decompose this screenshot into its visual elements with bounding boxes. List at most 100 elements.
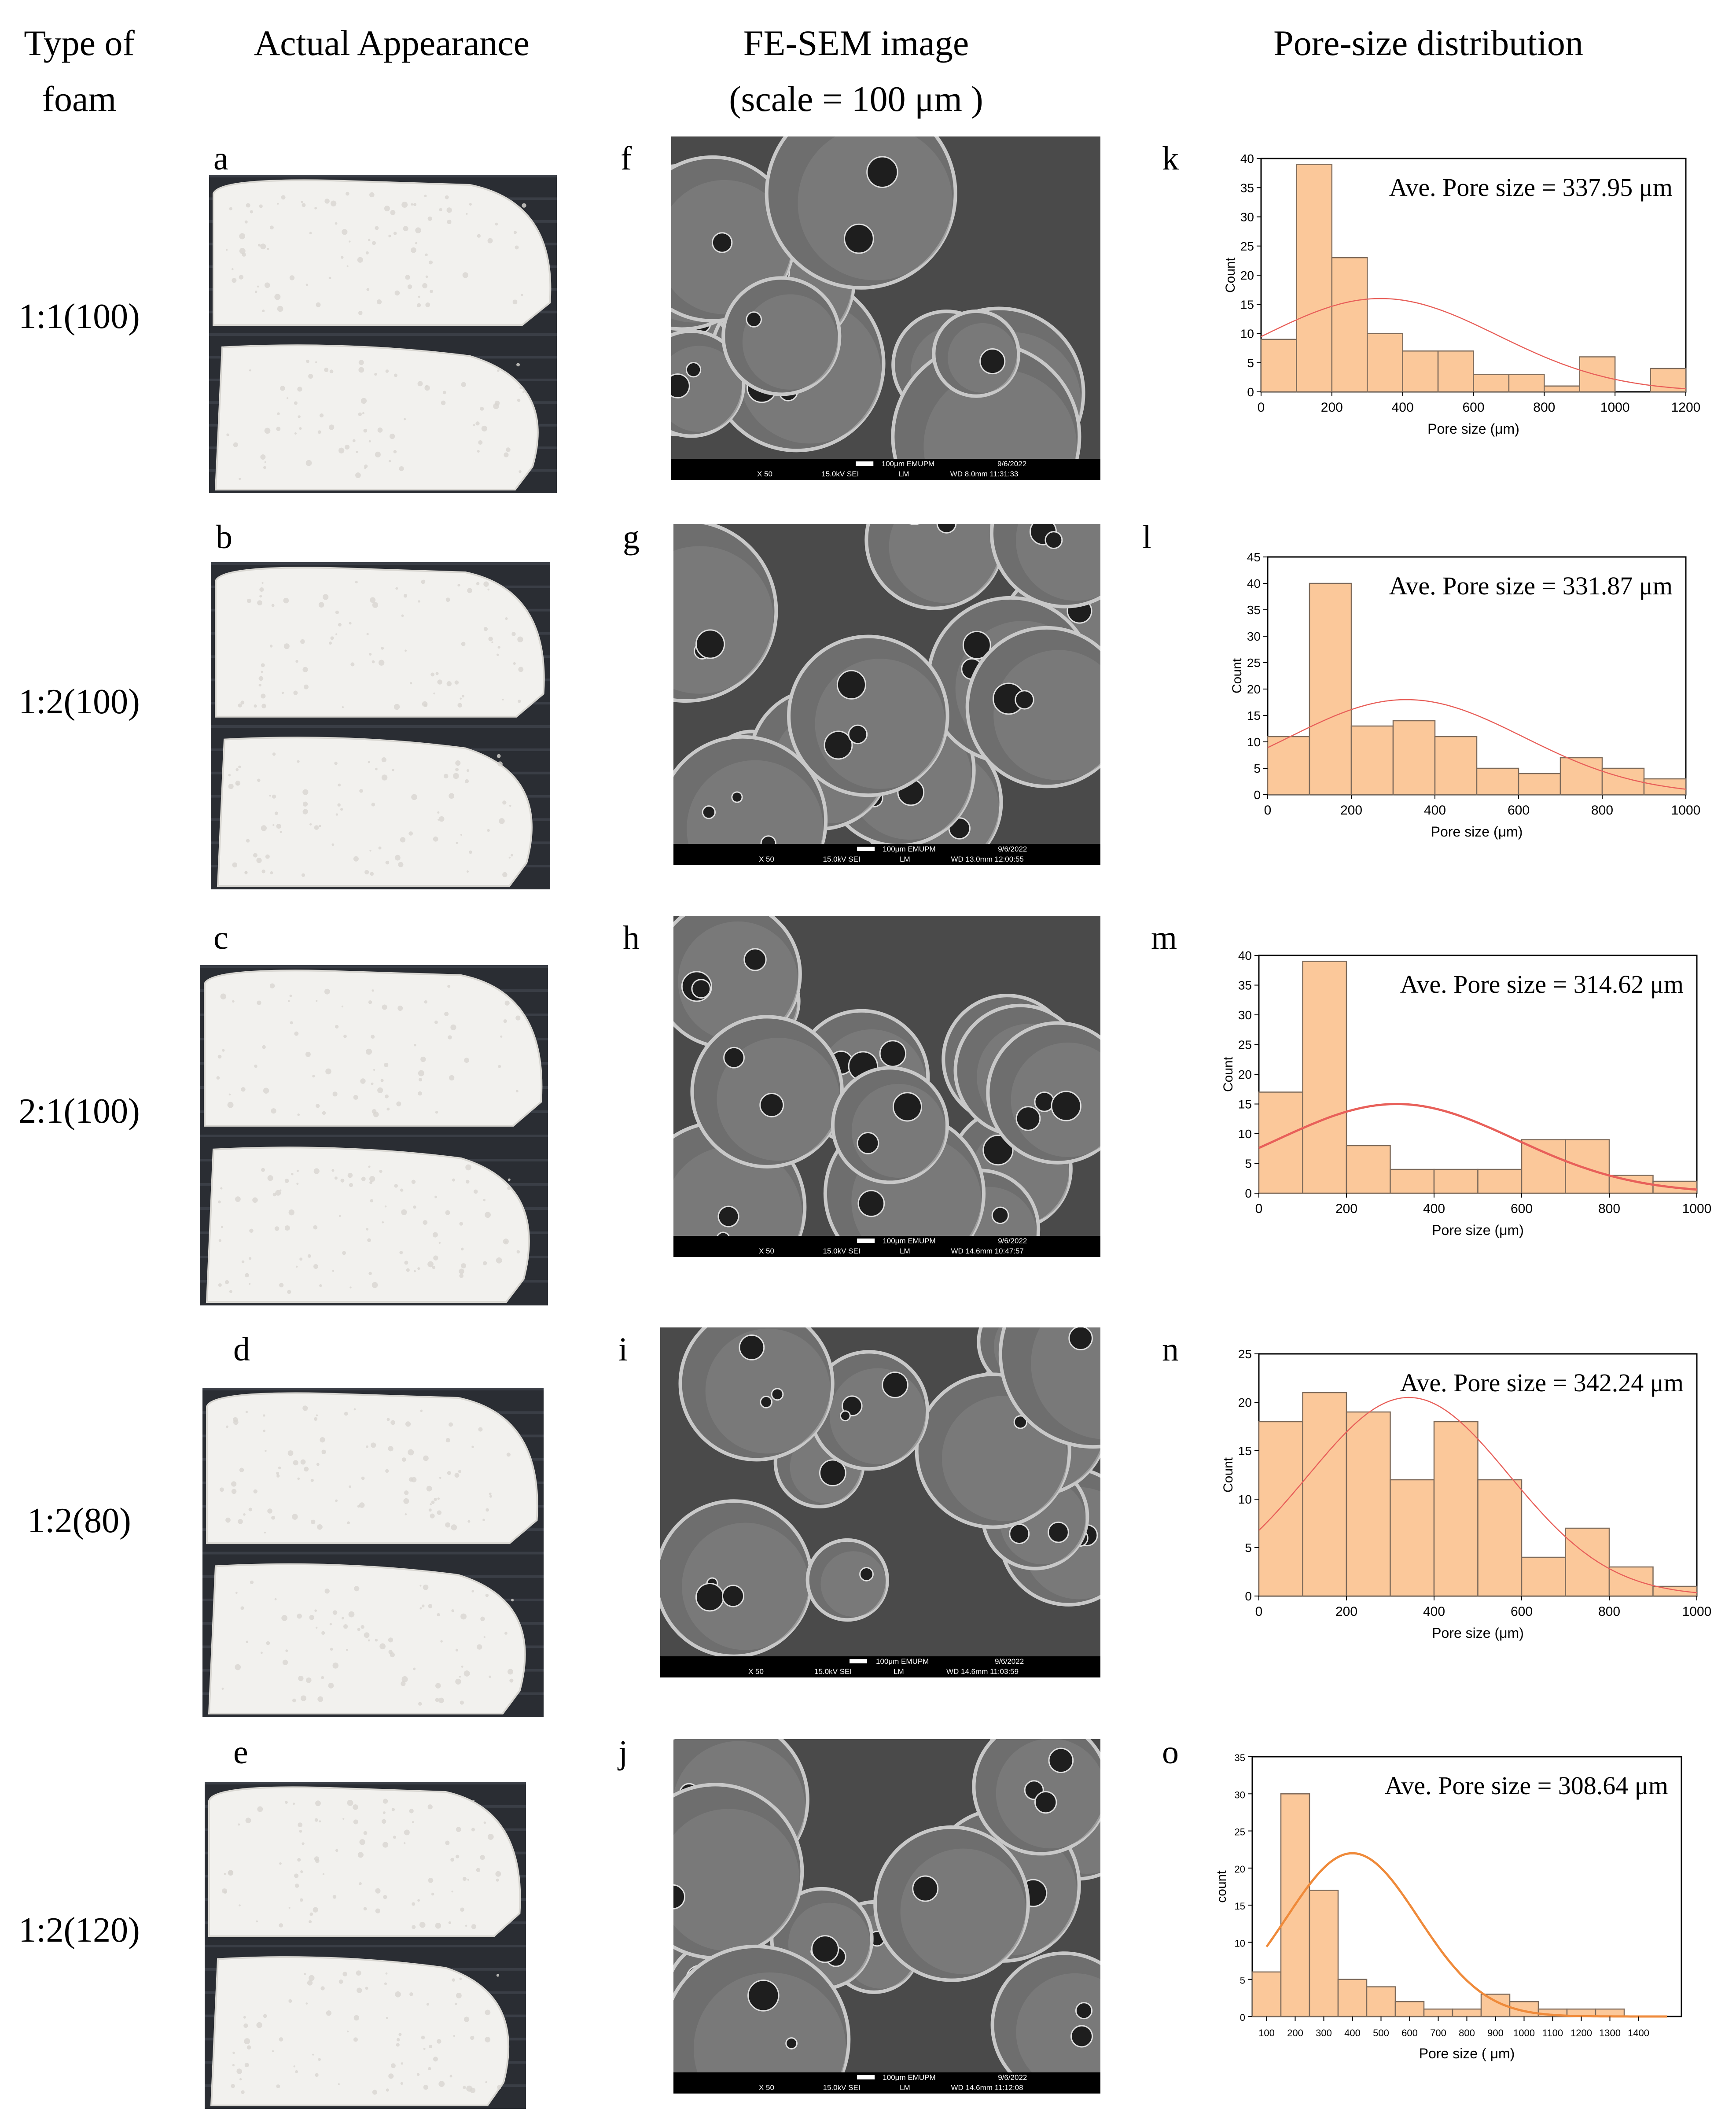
sem-micrograph: 100μm EMUPM 9/6/2022 X 50 15.0kV SEI LM WD 13… xyxy=(673,524,1100,865)
x-tick-label: 300 xyxy=(1316,2027,1332,2039)
panel-letter-d: d xyxy=(233,1331,250,1368)
panel-letter-c: c xyxy=(213,919,228,956)
sem-working-distance-text: WD 13.0mm 12:00:55 xyxy=(951,855,1024,863)
pore-size-histogram: 100 200 300 400 500 600 700 800 900 1000 1100 1200 1… xyxy=(1214,1752,1682,2061)
x-axis-label: Pore size (μm) xyxy=(1427,421,1519,437)
y-tick-label: 40 xyxy=(1247,577,1261,590)
average-pore-size-annotation: Ave. Pore size = 331.87 μm xyxy=(1389,571,1673,600)
histogram-bar xyxy=(1402,350,1439,393)
sem-date-text: 9/6/2022 xyxy=(995,1657,1024,1666)
average-pore-size-annotation: Ave. Pore size = 314.62 μm xyxy=(1400,970,1684,999)
histogram-bar xyxy=(1258,1091,1303,1194)
y-tick-label: 0 xyxy=(1247,385,1254,399)
x-tick-label: 400 xyxy=(1424,803,1446,818)
sem-scale-bar xyxy=(857,1239,875,1243)
x-tick-label: 1300 xyxy=(1599,2027,1621,2039)
x-tick-label: 600 xyxy=(1508,803,1530,818)
y-axis-label: Count xyxy=(1221,1056,1236,1092)
sem-date-text: 9/6/2022 xyxy=(998,2073,1027,2082)
x-tick-label: 1000 xyxy=(1671,803,1701,818)
y-tick-label: 15 xyxy=(1247,709,1261,723)
histogram-bar xyxy=(1434,736,1478,796)
figure-row: 1:1(100) a f k 100μm EMUPM 9/6/2022 X 50 15.0kV… xyxy=(18,136,1700,493)
x-tick-label: 200 xyxy=(1340,803,1362,818)
x-tick-label: 1000 xyxy=(1513,2027,1535,2039)
normal-fit-curve xyxy=(1258,1397,1697,1593)
y-tick-label: 5 xyxy=(1254,762,1261,775)
histogram-bar xyxy=(1477,1169,1523,1194)
panel-letter-b: b xyxy=(216,519,232,556)
x-tick-label: 700 xyxy=(1430,2027,1446,2039)
y-tick-label: 5 xyxy=(1247,356,1254,370)
sem-magnification-text: X 50 xyxy=(757,470,772,478)
histogram-bar xyxy=(1452,2008,1482,2017)
sem-info-bar xyxy=(671,459,1100,480)
histogram-bar xyxy=(1579,356,1616,393)
header-actual-appearance: Actual Appearance xyxy=(254,23,530,63)
sem-voltage-text: 15.0kV SEI xyxy=(814,1667,852,1676)
panel-letter-g: g xyxy=(623,519,640,556)
histogram-bar xyxy=(1608,1566,1654,1597)
normal-fit-curve xyxy=(1267,699,1686,790)
histogram-bar xyxy=(1337,1979,1368,2017)
x-tick-label: 400 xyxy=(1423,1202,1445,1216)
average-pore-size-annotation: Ave. Pore size = 342.24 μm xyxy=(1400,1368,1684,1397)
x-axis-label: Pore size (μm) xyxy=(1431,824,1523,840)
sem-magnification-text: X 50 xyxy=(759,1247,774,1255)
panel-letter-m: m xyxy=(1151,919,1177,956)
y-tick-label: 15 xyxy=(1238,1098,1252,1111)
header-sem-scale: (scale = 100 μm ) xyxy=(729,79,983,119)
sem-mode-text: LM xyxy=(900,1247,910,1255)
header-type-of: Type of xyxy=(24,23,135,63)
histogram-bar xyxy=(1302,961,1347,1194)
y-tick-label: 10 xyxy=(1235,1938,1245,1949)
histogram-bar xyxy=(1366,1986,1396,2017)
x-tick-label: 400 xyxy=(1344,2027,1361,2039)
histogram-bar xyxy=(1346,1145,1391,1194)
panel-letter-f: f xyxy=(621,140,632,177)
histogram-bar xyxy=(1565,1527,1610,1597)
panel-letter-h: h xyxy=(623,919,640,956)
histogram-bar xyxy=(1433,1421,1479,1597)
sem-micrograph: 100μm EMUPM 9/6/2022 X 50 15.0kV SEI LM WD 14… xyxy=(673,916,1100,1257)
x-tick-label: 100 xyxy=(1258,2027,1275,2039)
panel-letter-o: o xyxy=(1162,1734,1179,1771)
sem-magnification-text: X 50 xyxy=(759,855,774,863)
x-axis-label: Pore size ( μm) xyxy=(1419,2046,1515,2061)
x-tick-label: 0 xyxy=(1258,400,1265,415)
sem-date-text: 9/6/2022 xyxy=(998,845,1027,853)
sem-magnification-text: X 50 xyxy=(748,1667,764,1676)
x-tick-label: 0 xyxy=(1255,1604,1263,1619)
y-tick-label: 25 xyxy=(1247,656,1261,670)
histogram-bar xyxy=(1258,1421,1303,1597)
x-tick-label: 400 xyxy=(1423,1604,1445,1619)
y-axis-label: Count xyxy=(1230,658,1244,693)
sem-voltage-text: 15.0kV SEI xyxy=(823,2083,861,2092)
pore-size-histogram: 0 200 400 600 800 1000 1200 0 5 10 15 20 25 30 35 40 Por… xyxy=(1223,152,1700,437)
x-tick-label: 1400 xyxy=(1628,2027,1649,2039)
sem-scale-bar xyxy=(857,2075,875,2079)
histogram-bar xyxy=(1423,2008,1453,2017)
sem-info-bar xyxy=(673,1236,1100,1257)
sem-micrograph: 100μm EMUPM 9/6/2022 X 50 15.0kV SEI LM WD 14… xyxy=(660,1327,1100,1677)
x-tick-label: 1000 xyxy=(1682,1604,1712,1619)
histogram-bar xyxy=(1267,736,1310,796)
histogram-bar xyxy=(1346,1411,1391,1597)
panel-letter-i: i xyxy=(618,1331,628,1368)
header-fe-sem-image: FE-SEM image xyxy=(743,23,969,63)
histogram-bar xyxy=(1652,1585,1698,1597)
foam-type-label: 1:2(80) xyxy=(27,1501,131,1540)
sem-scale-text: 100μm EMUPM xyxy=(883,845,935,853)
x-tick-label: 200 xyxy=(1287,2027,1303,2039)
x-tick-label: 1200 xyxy=(1570,2027,1592,2039)
histogram-bar xyxy=(1473,374,1510,393)
histogram-bar xyxy=(1477,1479,1523,1597)
histogram-bar xyxy=(1251,1971,1282,2017)
sem-scale-bar xyxy=(857,847,875,851)
y-tick-label: 30 xyxy=(1240,210,1254,224)
histogram-bar xyxy=(1521,1556,1566,1597)
sem-scale-text: 100μm EMUPM xyxy=(883,1237,935,1245)
sem-mode-text: LM xyxy=(899,470,909,478)
sem-scale-bar xyxy=(850,1659,867,1663)
histogram-bar xyxy=(1390,1169,1435,1194)
